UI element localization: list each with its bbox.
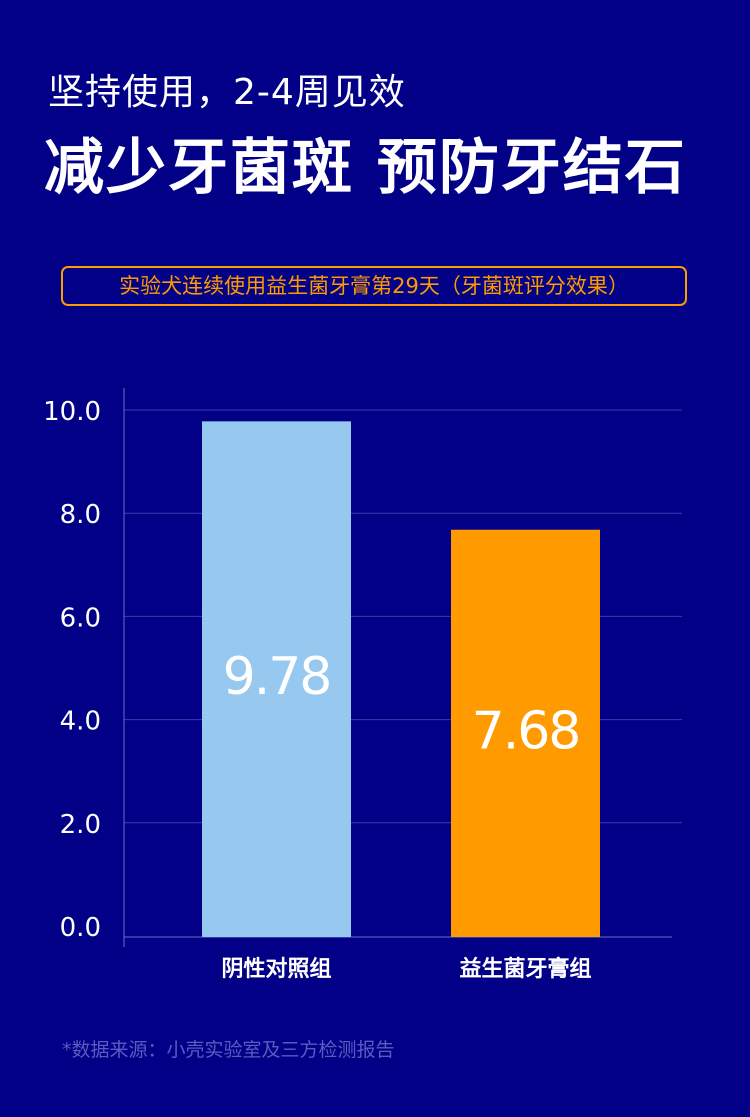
data-source-note: *数据来源：小壳实验室及三方检测报告 [62,1039,395,1061]
bar-value-label: 9.78 [223,647,331,707]
x-category-label: 益生菌牙膏组 [459,956,591,982]
page-title: 减少牙菌斑 预防牙结石 [44,133,687,203]
bar-probiotic [451,529,600,937]
y-tick-label: 4.0 [60,707,101,737]
y-tick-label: 2.0 [60,810,101,840]
y-tick-label: 8.0 [60,500,101,530]
y-tick-label: 0.0 [60,913,101,943]
bar-value-label: 7.68 [472,701,580,761]
bar-control [202,421,351,937]
experiment-banner: 实验犬连续使用益生菌牙膏第29天（牙菌斑评分效果） [61,266,687,306]
subtitle: 坚持使用，2-4周见效 [48,72,406,113]
x-category-label: 阴性对照组 [221,956,331,982]
y-tick-label: 6.0 [60,603,101,633]
y-tick-label: 10.0 [43,397,101,427]
